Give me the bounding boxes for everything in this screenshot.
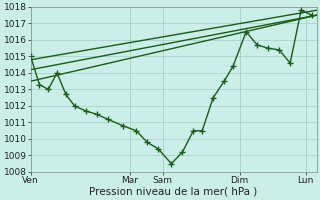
X-axis label: Pression niveau de la mer( hPa ): Pression niveau de la mer( hPa ) [90,187,258,197]
